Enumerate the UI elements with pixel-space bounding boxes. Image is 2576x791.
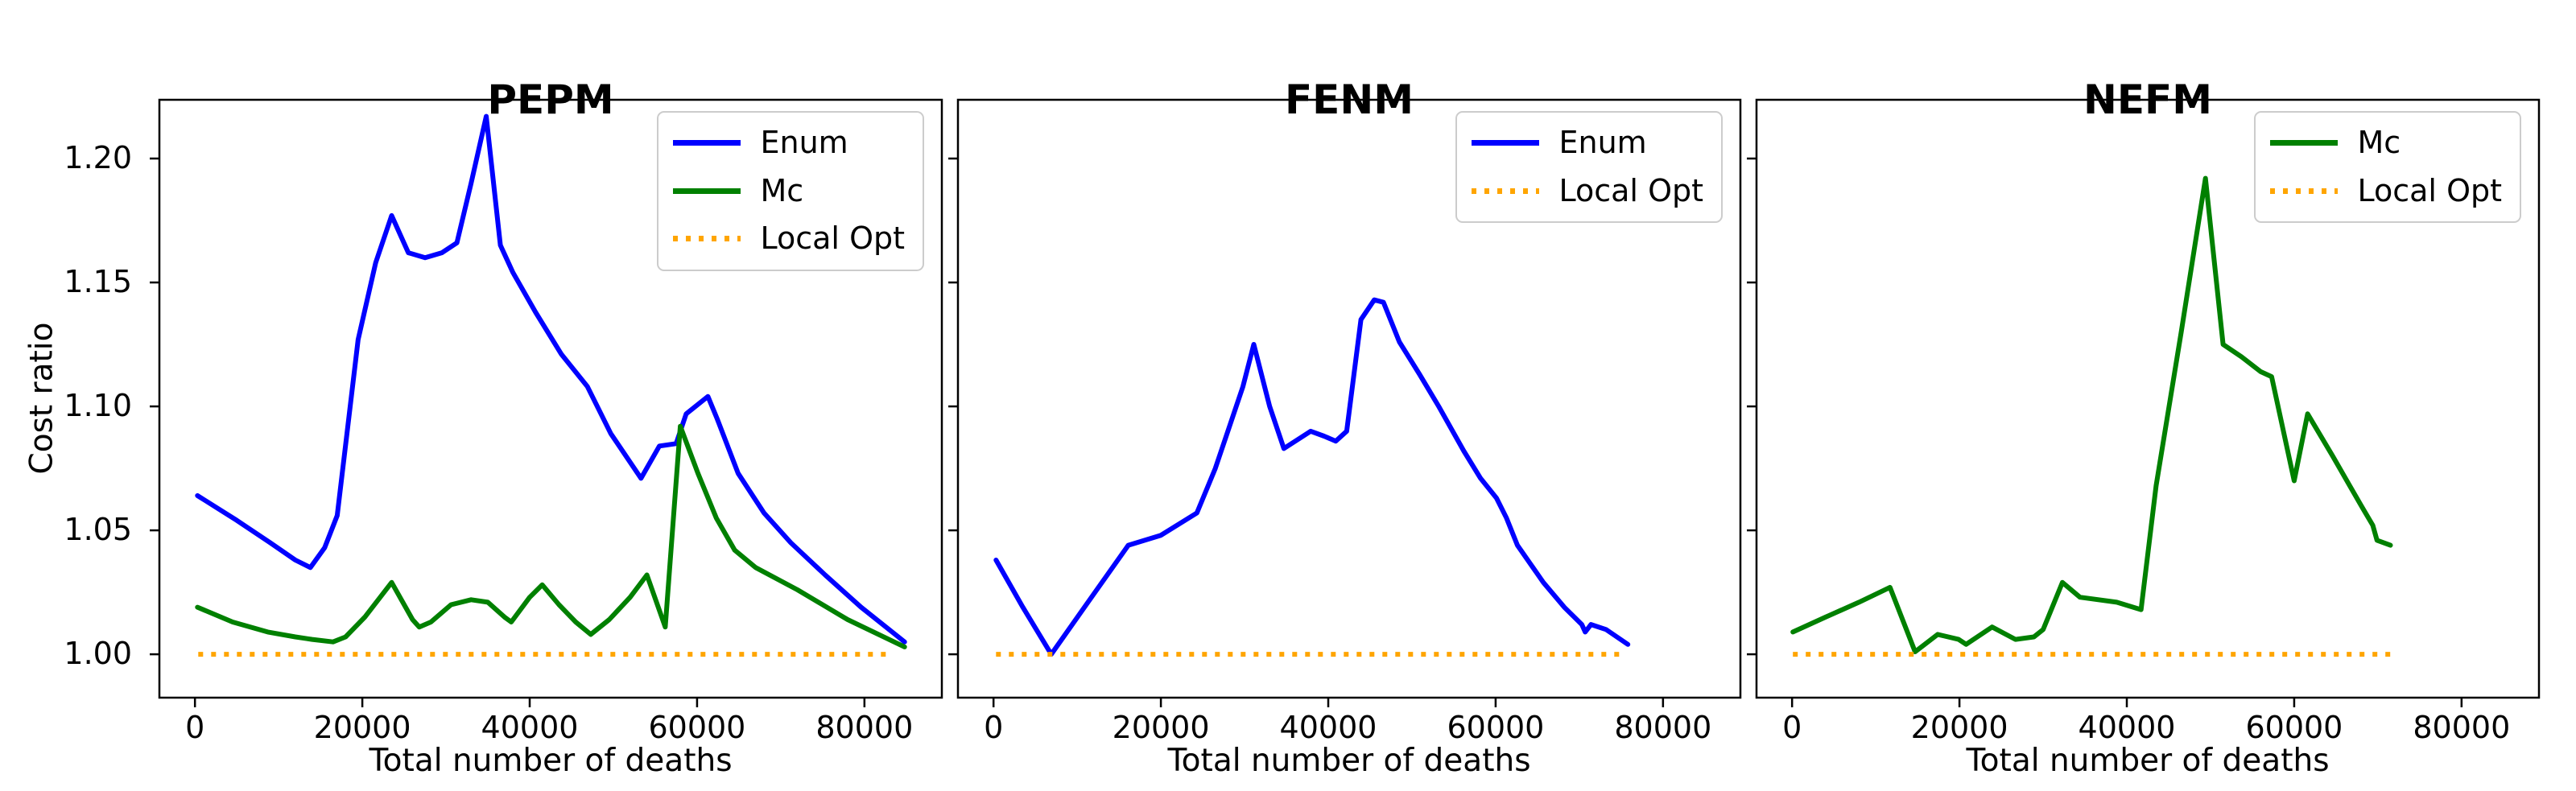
series-line-enum <box>195 113 907 645</box>
legend-entry: Local Opt <box>1471 172 1704 210</box>
legend-entry: Enum <box>1471 125 1704 162</box>
x-tick-label: 40000 <box>481 710 579 745</box>
x-tick-label: 20000 <box>1112 710 1210 745</box>
axis-spine <box>158 98 943 699</box>
legend-label: Local Opt <box>2357 172 2503 208</box>
line-swatch-icon <box>2269 140 2338 146</box>
x-tick-label: 0 <box>185 710 205 745</box>
x-tick-label: 60000 <box>648 710 746 745</box>
legend-entry: Local Opt <box>672 220 906 257</box>
y-tick-label: 1.15 <box>64 264 132 300</box>
y-tick-label: 1.20 <box>64 140 132 175</box>
x-axis-label: Total number of deaths <box>1167 743 1531 779</box>
legend: Mc Local Opt <box>2253 111 2521 224</box>
x-tick-label: 20000 <box>313 710 411 745</box>
y-tick-label: 1.10 <box>64 388 132 424</box>
x-tick-label: 20000 <box>1910 710 2008 745</box>
x-tick-label: 80000 <box>815 710 914 745</box>
line-swatch-icon <box>672 187 741 194</box>
legend-entry: Enum <box>672 125 906 162</box>
series-line-enum <box>993 297 1631 657</box>
x-tick-label: 60000 <box>2245 710 2343 745</box>
y-tick-label: 1.00 <box>64 636 132 672</box>
legend-label: Mc <box>2357 125 2401 160</box>
legend-label: Local Opt <box>1558 172 1704 208</box>
x-axis-label: Total number of deaths <box>369 743 733 779</box>
chart-panel-fenm: FENM Total number of deaths 0 20000 40000 6… <box>958 0 1740 791</box>
y-tick-label: 1.05 <box>64 512 132 548</box>
line-swatch-icon <box>1471 140 1539 146</box>
series-line-mc <box>195 423 907 649</box>
chart-panel-nefm: NEFM Total number of deaths 0 20000 40000 6… <box>1757 0 2539 791</box>
dotted-line-swatch-icon <box>1471 187 1539 194</box>
x-tick-label: 40000 <box>2078 710 2176 745</box>
x-tick-label: 80000 <box>2413 710 2511 745</box>
chart-title: FENM <box>1285 76 1414 123</box>
chart-title: NEFM <box>2083 76 2212 123</box>
x-tick-label: 80000 <box>1614 710 1712 745</box>
legend-label: Enum <box>1558 125 1647 160</box>
x-axis-label: Total number of deaths <box>1966 743 2330 779</box>
legend-entry: Local Opt <box>2269 172 2503 210</box>
legend-label: Local Opt <box>760 220 906 257</box>
legend-entry: Mc <box>672 172 906 210</box>
x-tick-label: 60000 <box>1447 710 1545 745</box>
dotted-line-swatch-icon <box>672 236 741 242</box>
x-tick-label: 0 <box>1782 710 1802 745</box>
x-tick-label: 0 <box>984 710 1004 745</box>
dotted-line-swatch-icon <box>2269 187 2338 194</box>
chart-title: PEPM <box>487 76 614 123</box>
x-tick-label: 40000 <box>1279 710 1377 745</box>
line-swatch-icon <box>672 140 741 146</box>
chart-panel-pepm: PEPM Total number of deaths 0 20000 40000 6… <box>64 0 942 791</box>
legend: Enum Local Opt <box>1455 111 1723 224</box>
legend: Enum Mc Local Opt <box>656 111 924 271</box>
axis-spine <box>956 98 1742 699</box>
axis-spine <box>1755 98 2541 699</box>
legend-entry: Mc <box>2269 125 2503 162</box>
series-line-mc <box>1790 175 2393 654</box>
legend-label: Mc <box>760 172 804 208</box>
legend-label: Enum <box>760 125 848 160</box>
